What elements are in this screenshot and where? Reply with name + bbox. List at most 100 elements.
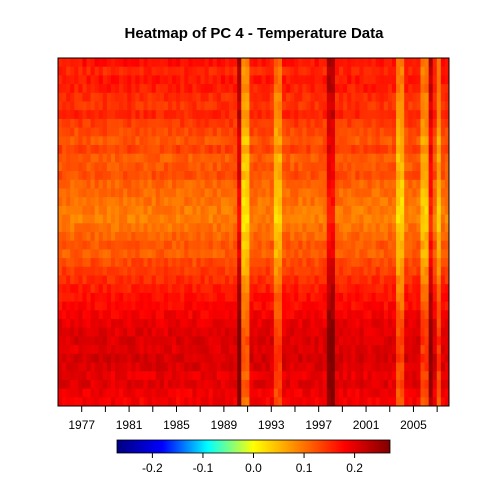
heatmap-cell	[436, 310, 442, 320]
heatmap-cell	[245, 214, 250, 224]
heatmap-cell	[306, 153, 311, 163]
heatmap-cell	[192, 266, 197, 276]
x-axis: 1977 1981 1985 1989 1993 1997 2001 2005	[68, 406, 438, 432]
heatmap-cell	[314, 214, 320, 224]
heatmap-cell	[135, 84, 140, 94]
heatmap-cell	[143, 153, 148, 163]
heatmap-cell	[302, 205, 307, 215]
heatmap-cell	[379, 101, 385, 111]
heatmap-cell	[282, 145, 287, 155]
heatmap-cell	[139, 319, 144, 329]
heatmap-cell	[322, 58, 328, 68]
heatmap-cell	[265, 266, 271, 276]
heatmap-cell	[192, 362, 197, 372]
heatmap-cell	[306, 136, 311, 146]
heatmap-cell	[400, 353, 405, 363]
heatmap-cell	[90, 240, 96, 250]
heatmap-cell	[212, 336, 218, 346]
heatmap-cell	[220, 118, 226, 128]
heatmap-cell	[400, 258, 405, 268]
heatmap-cell	[334, 292, 340, 302]
heatmap-cell	[298, 205, 303, 215]
heatmap-cell	[115, 75, 120, 85]
heatmap-cell	[404, 275, 409, 285]
heatmap-cell	[343, 319, 348, 329]
heatmap-cell	[90, 284, 96, 294]
heatmap-cell	[314, 292, 320, 302]
heatmap-cell	[70, 319, 75, 329]
heatmap-cell	[257, 371, 263, 381]
heatmap-cell	[58, 379, 63, 389]
heatmap-cell	[229, 397, 234, 407]
heatmap-cell	[229, 379, 234, 389]
heatmap-cell	[172, 232, 177, 242]
heatmap-cell	[74, 110, 79, 120]
heatmap-cell	[355, 379, 360, 389]
heatmap-cell	[208, 162, 214, 172]
heatmap-cell	[167, 266, 173, 276]
heatmap-cell	[408, 145, 413, 155]
heatmap-cell	[396, 75, 401, 85]
heatmap-cell	[351, 249, 356, 259]
heatmap-cell	[391, 345, 397, 355]
heatmap-cell	[233, 379, 238, 389]
heatmap-cell	[208, 58, 214, 68]
heatmap-cell	[436, 232, 442, 242]
heatmap-cell	[167, 327, 173, 337]
heatmap-cell	[241, 266, 246, 276]
heatmap-cell	[440, 301, 446, 311]
heatmap-cell	[391, 397, 397, 407]
heatmap-cell	[241, 371, 246, 381]
heatmap-cell	[115, 388, 120, 398]
heatmap-cell	[298, 371, 303, 381]
heatmap-cell	[294, 179, 299, 189]
heatmap-cell	[351, 214, 356, 224]
heatmap-cell	[110, 319, 116, 329]
heatmap-cell	[172, 214, 177, 224]
heatmap-cell	[172, 205, 177, 215]
heatmap-cell	[216, 353, 222, 363]
heatmap-cell	[290, 145, 295, 155]
heatmap-cell	[310, 66, 315, 76]
heatmap-cell	[180, 310, 185, 320]
heatmap-cell	[90, 197, 96, 207]
heatmap-cell	[265, 118, 271, 128]
heatmap-cell	[151, 379, 157, 389]
heatmap-cell	[204, 179, 210, 189]
heatmap-cell	[408, 301, 413, 311]
heatmap-cell	[343, 249, 348, 259]
heatmap-cell	[151, 232, 157, 242]
heatmap-cell	[391, 249, 397, 259]
heatmap-cell	[257, 301, 263, 311]
heatmap-cell	[155, 388, 161, 398]
heatmap-cell	[115, 353, 120, 363]
heatmap-cell	[436, 336, 442, 346]
heatmap-cell	[155, 75, 161, 85]
heatmap-cell	[229, 284, 234, 294]
heatmap-cell	[310, 92, 315, 102]
heatmap-cell	[70, 388, 75, 398]
heatmap-cell	[220, 214, 226, 224]
heatmap-cell	[163, 266, 169, 276]
heatmap-cell	[102, 301, 108, 311]
heatmap-cell	[351, 345, 356, 355]
heatmap-cell	[253, 136, 258, 146]
heatmap-cell	[265, 84, 271, 94]
heatmap-cell	[326, 240, 332, 250]
heatmap-cell	[359, 232, 364, 242]
heatmap-cell	[249, 188, 254, 198]
heatmap-cell	[440, 58, 446, 68]
heatmap-cell	[273, 353, 279, 363]
heatmap-cell	[200, 179, 206, 189]
heatmap-cell	[412, 284, 417, 294]
heatmap-cell	[172, 101, 177, 111]
heatmap-cell	[241, 301, 246, 311]
heatmap-cell	[147, 232, 153, 242]
heatmap-cell	[167, 84, 173, 94]
heatmap-cell	[58, 58, 63, 68]
heatmap-cell	[355, 284, 360, 294]
heatmap-cell	[420, 232, 425, 242]
heatmap-cell	[375, 214, 381, 224]
heatmap-cell	[176, 101, 181, 111]
heatmap-cell	[416, 240, 421, 250]
